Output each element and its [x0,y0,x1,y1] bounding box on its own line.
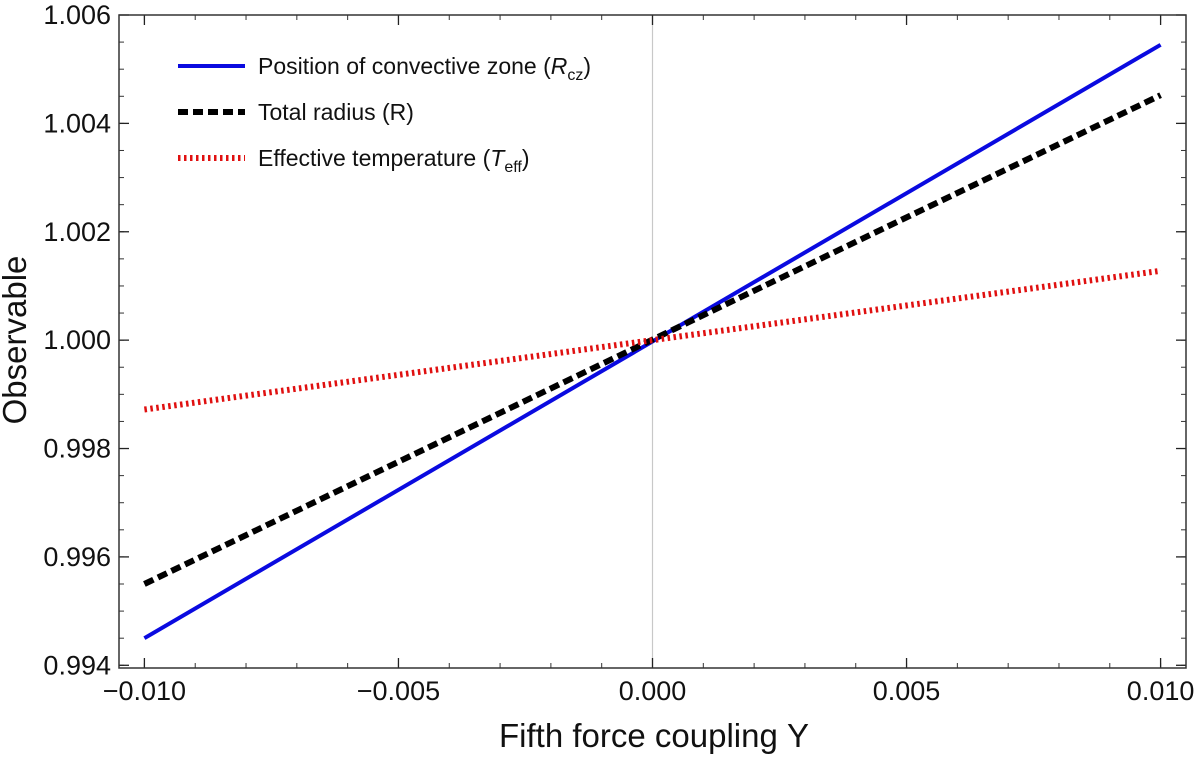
legend-suffix: ) [583,53,591,79]
y-tick-label: 0.998 [43,434,111,464]
x-axis-title: Fifth force coupling Υ [499,717,809,754]
legend-label: Total radius (R) [258,99,414,125]
legend-entry-2: Effective temperature (Teff) [258,145,529,176]
series-layer [143,43,1162,640]
x-tick-label: −0.005 [357,676,440,706]
y-tick-label: 1.004 [43,108,111,138]
x-tick-label: −0.010 [103,676,186,706]
plot-frame [118,14,1187,669]
legend-subscript: eff [504,159,522,176]
x-tick-label: 0.005 [873,676,941,706]
y-axis-title: Observable [0,256,33,425]
y-tick-label: 0.996 [43,542,111,572]
legend-symbol: T [490,145,506,171]
y-tick-label: 1.002 [43,217,111,247]
x-tick-label: 0.010 [1127,676,1195,706]
frame-layer [118,14,1187,669]
axes-layer: −0.010 −0.005 0.000 0.005 0.010 0.994 0.996 0.9… [43,0,1194,706]
legend-entry-1: Total radius (R) [258,99,414,125]
x-tick-label: 0.000 [619,676,687,706]
legend-label: Position of convective zone ( [258,53,551,79]
legend-label: Effective temperature ( [258,145,491,171]
y-tick-label: 1.006 [43,0,111,30]
legend-suffix: ) [522,145,530,171]
y-tick-label: 0.994 [43,650,111,680]
legend-entry-0: Position of convective zone (Rcz) [258,53,591,84]
legend-layer: Position of convective zone (Rcz) Total r… [178,53,591,176]
legend-symbol: R [551,53,568,79]
y-tick-label: 1.000 [43,325,111,355]
legend-subscript: cz [567,67,583,84]
series-line-dashed [143,92,1162,587]
